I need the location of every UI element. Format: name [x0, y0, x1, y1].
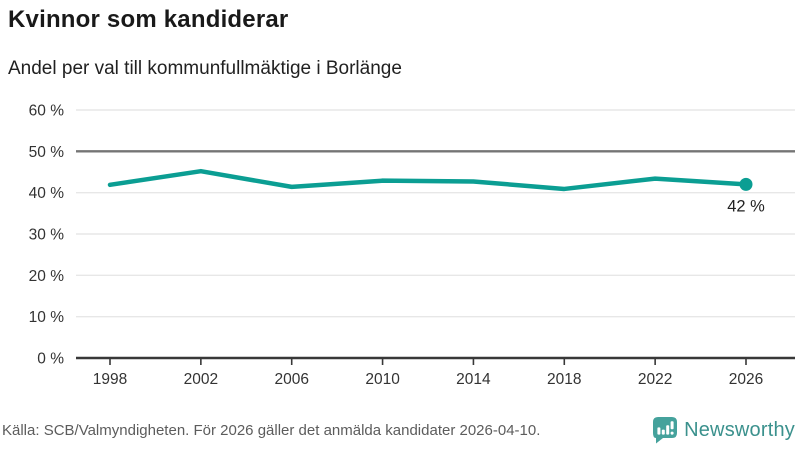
chart-subtitle: Andel per val till kommunfullmäktige i B… — [8, 58, 402, 79]
y-axis-tick-label: 10 % — [29, 309, 65, 326]
brand-name: Newsworthy — [684, 418, 795, 441]
bar-chart-bubble-icon — [653, 417, 678, 444]
y-axis-tick-label: 0 % — [37, 351, 64, 368]
source-note: Källa: SCB/Valmyndigheten. För 2026 gäll… — [2, 421, 541, 439]
x-axis-tick-label: 2014 — [456, 371, 491, 388]
y-axis-tick-label: 20 % — [29, 268, 65, 285]
chart-title: Kvinnor som kandiderar — [8, 6, 289, 33]
newsworthy-logo: Newsworthy — [652, 416, 795, 444]
y-axis-tick-label: 30 % — [29, 227, 65, 244]
end-point-dot — [739, 177, 753, 191]
x-axis-tick-label: 2026 — [729, 371, 763, 388]
x-axis-tick-label: 2006 — [274, 371, 308, 388]
y-axis-tick-label: 40 % — [29, 185, 65, 202]
y-axis-tick-label: 50 % — [29, 144, 65, 161]
end-point-label: 42 % — [727, 197, 765, 215]
x-axis-tick-label: 2022 — [638, 371, 672, 388]
chart-header: Kvinnor som kandiderar Andel per val til… — [8, 6, 792, 80]
chart-footer: Källa: SCB/Valmyndigheten. För 2026 gäll… — [2, 416, 795, 444]
trend-line — [107, 168, 749, 192]
x-axis-tick-label: 2002 — [184, 371, 218, 388]
x-axis-tick-label: 2010 — [365, 371, 400, 388]
y-axis-tick-label: 60 % — [29, 103, 65, 120]
x-axis-tick-label: 2018 — [547, 371, 581, 388]
x-axis-tick-label: 1998 — [93, 371, 127, 388]
